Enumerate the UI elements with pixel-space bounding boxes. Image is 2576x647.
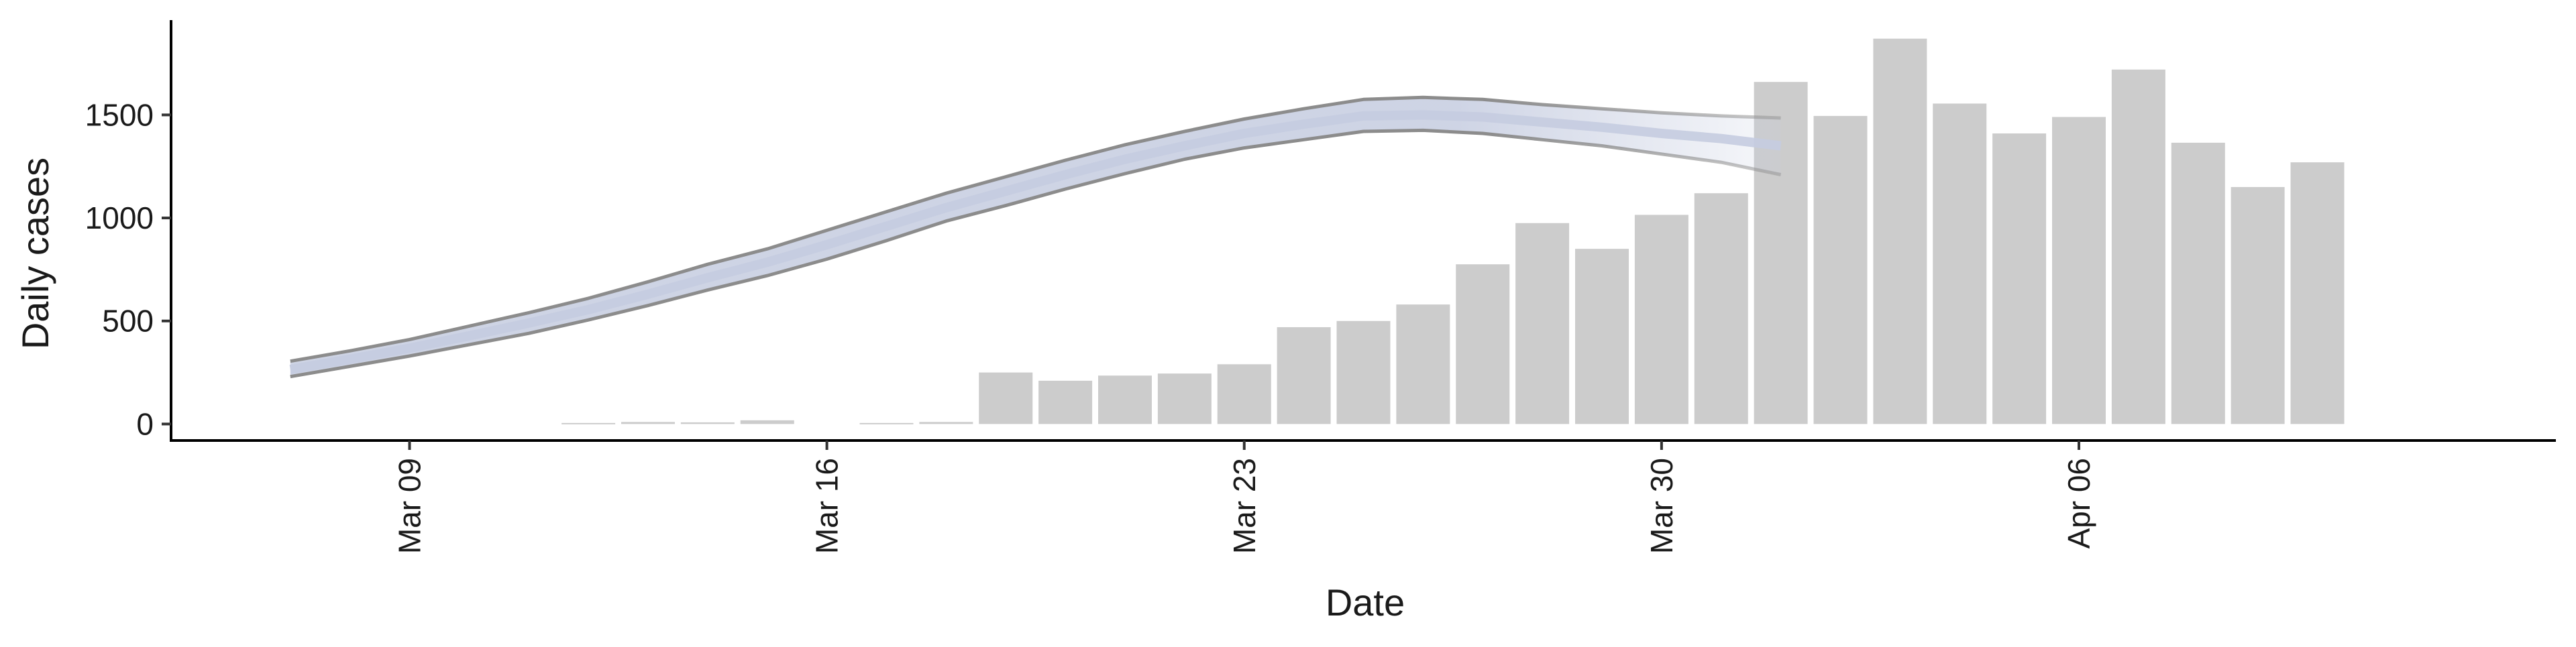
y-axis-title: Daily cases — [14, 158, 56, 349]
bar-2020-04-06 — [2052, 117, 2106, 424]
x-axis-title: Date — [1326, 581, 1405, 624]
bar-2020-03-28 — [1515, 223, 1570, 424]
bar-2020-03-31 — [1694, 193, 1748, 424]
y-tick-label-500: 500 — [102, 304, 154, 339]
bar-2020-03-13 — [621, 422, 675, 424]
bar-2020-03-18 — [919, 422, 973, 424]
y-tick-label-1000: 1000 — [85, 200, 154, 235]
x-tick-label-2020-03-09: Mar 09 — [392, 458, 427, 554]
bar-2020-04-04 — [1933, 103, 1987, 424]
bar-2020-03-20 — [1038, 380, 1093, 424]
bar-2020-04-07 — [2111, 69, 2165, 424]
bar-2020-03-24 — [1277, 327, 1331, 424]
bar-2020-03-19 — [979, 372, 1033, 424]
y-tick-label-0: 0 — [136, 406, 154, 441]
bar-2020-03-12 — [561, 422, 616, 424]
bar-2020-03-25 — [1336, 320, 1391, 424]
bar-2020-03-15 — [740, 420, 794, 424]
projection-band-lower-line — [290, 128, 1782, 379]
bar-2020-03-29 — [1575, 249, 1629, 424]
x-tick-label-2020-03-16: Mar 16 — [810, 458, 845, 554]
bar-2020-04-08 — [2171, 142, 2225, 424]
x-tick-label-2020-04-06: Apr 06 — [2061, 458, 2096, 549]
bar-2020-03-27 — [1456, 264, 1510, 424]
x-tick-label-2020-03-23: Mar 23 — [1227, 458, 1262, 554]
bar-2020-03-26 — [1396, 304, 1450, 424]
bar-2020-03-21 — [1098, 375, 1152, 424]
projection-band-layer — [289, 95, 1782, 379]
bar-2020-04-10 — [2290, 162, 2345, 424]
bar-2020-04-05 — [1992, 133, 2047, 424]
projection-band-mean-line — [289, 110, 1782, 374]
bar-2020-04-09 — [2231, 186, 2285, 424]
bar-2020-03-30 — [1634, 215, 1688, 424]
bar-2020-03-17 — [859, 422, 914, 424]
projection-band-upper-line — [290, 95, 1781, 363]
bar-2020-04-03 — [1873, 38, 1927, 424]
bar-2020-03-22 — [1157, 373, 1212, 424]
y-tick-label-1500: 1500 — [85, 97, 154, 132]
bar-2020-03-14 — [680, 422, 735, 424]
bar-2020-04-02 — [1813, 115, 1868, 424]
bar-2020-03-23 — [1217, 364, 1271, 424]
x-tick-label-2020-03-30: Mar 30 — [1644, 458, 1679, 554]
axes-layer: 0 500 1000 1500 Mar 09 Mar 16 Mar 23 Mar 30 Apr … — [85, 20, 2556, 554]
bars-layer — [561, 38, 2345, 424]
